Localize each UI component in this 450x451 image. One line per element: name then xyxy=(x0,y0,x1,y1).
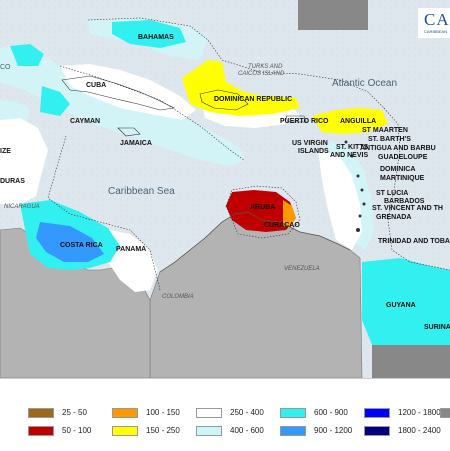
legend-swatch xyxy=(440,408,450,418)
hispaniola-outline xyxy=(199,89,249,111)
label-trinidad: TRINIDAD AND TOBA xyxy=(378,238,450,245)
map-canvas: BAHAMAS CUBA CAYMAN JAMAICA TURKS AND CA… xyxy=(0,0,450,378)
legend-swatch xyxy=(280,426,306,436)
label-jamaica: JAMAICA xyxy=(120,140,152,147)
dotted-boundary-north xyxy=(87,17,385,109)
logo-text: CA xyxy=(424,10,450,29)
jamaica-outline xyxy=(117,127,141,137)
label-co-partial: CO xyxy=(0,64,11,71)
dark-gray-bottom xyxy=(372,345,450,378)
legend-label: 1200 - 1800 xyxy=(398,408,441,417)
zone-white-cuba xyxy=(60,64,196,120)
logo-subtext: CARIBBEAN xyxy=(424,29,448,34)
label-st-kitts-1: ST. KITTS xyxy=(336,144,369,151)
dotted-boundary-abc xyxy=(225,185,301,239)
legend: 25 - 50 50 - 100 100 - 150 150 - 250 250 - 4… xyxy=(0,378,450,451)
legend-swatch xyxy=(280,408,306,418)
zone-cyan-gulf xyxy=(10,44,44,66)
label-nicaragua: NICARAGUA xyxy=(4,204,40,210)
zone-cyan-guyana xyxy=(362,258,450,345)
label-usvi-2: ISLANDS xyxy=(298,148,329,155)
label-turks: TURKS AND xyxy=(248,64,283,70)
label-honduras: DURAS xyxy=(0,178,25,185)
island-dot xyxy=(362,202,366,206)
zone-white-central xyxy=(0,118,48,206)
zone-white-lesser xyxy=(318,150,362,250)
label-caicos: CAICOS ISLAND xyxy=(238,71,285,77)
legend-label: 150 - 250 xyxy=(146,426,180,435)
zone-yellow-virgin xyxy=(312,108,388,134)
island-dot xyxy=(360,188,364,192)
legend-swatch xyxy=(28,408,54,418)
legend-swatch xyxy=(28,426,54,436)
legend-swatch xyxy=(364,408,390,418)
legend-label: 25 - 50 xyxy=(62,408,87,417)
zone-cyan-cuba xyxy=(40,86,70,116)
legend-label: 1800 - 2400 xyxy=(398,426,441,435)
label-dominica: DOMINICA xyxy=(380,166,416,173)
label-antigua: ANTIGUA AND BARBU xyxy=(360,145,436,152)
island-dot xyxy=(356,228,360,232)
zone-cyan-bahamas xyxy=(112,20,186,48)
label-st-lucia: ST LUCIA xyxy=(376,190,409,197)
logo: CA CARIBBEAN xyxy=(418,8,450,38)
legend-swatch xyxy=(196,408,222,418)
legend-label: 50 - 100 xyxy=(62,426,92,435)
island-dot xyxy=(358,214,362,218)
label-atlantic-ocean: Atlantic Ocean xyxy=(332,78,398,89)
label-puerto-rico: PUERTO RICO xyxy=(280,118,329,125)
label-curacao: CURAÇAO xyxy=(264,222,300,229)
label-st-maarten: ST MAARTEN xyxy=(362,127,408,134)
label-panama: PANAMA xyxy=(116,246,147,253)
legend-label: 250 - 400 xyxy=(230,408,264,417)
cuba-outline xyxy=(61,75,175,111)
label-belize: IZE xyxy=(0,148,11,155)
label-dominican: DOMINICAN REPUBLIC xyxy=(214,96,293,103)
legend-swatch xyxy=(364,426,390,436)
coastline-sa xyxy=(159,211,351,273)
legend-label: 600 - 900 xyxy=(314,408,348,417)
island-dot xyxy=(350,154,354,158)
puerto-rico-outline xyxy=(285,115,307,123)
label-venezuela: VENEZUELA xyxy=(284,266,320,272)
label-st-barths: ST. BARTH'S xyxy=(368,136,411,143)
legend-label: 900 - 1200 xyxy=(314,426,353,435)
label-guyana: GUYANA xyxy=(386,302,416,309)
map-svg xyxy=(0,0,450,378)
dotted-boundary-south xyxy=(47,135,161,291)
label-cayman: CAYMAN xyxy=(70,118,101,125)
island-dot xyxy=(344,140,348,144)
legend-label: 400 - 600 xyxy=(230,426,264,435)
label-cuba: CUBA xyxy=(86,82,107,89)
label-aruba: ARUBA xyxy=(250,204,276,211)
zone-orange-curacao xyxy=(283,200,296,228)
label-guadeloupe: GUADELOUPE xyxy=(378,154,428,161)
legend-label: 100 - 150 xyxy=(146,408,180,417)
label-suriname: SURINA xyxy=(424,324,450,331)
island-dot xyxy=(356,174,360,178)
label-barbados: BARBADOS xyxy=(384,198,425,205)
label-usvi-1: US VIRGIN xyxy=(292,140,328,147)
label-colombia: COLOMBIA xyxy=(162,294,194,300)
dark-gray-top xyxy=(298,0,368,30)
dotted-boundary-cuba xyxy=(59,65,245,161)
zone-blue-costarica xyxy=(36,222,104,262)
label-martinique: MARTINIQUE xyxy=(380,175,425,182)
zone-yellow-hispaniola xyxy=(182,60,300,116)
label-anguilla: ANGUILLA xyxy=(340,118,377,125)
label-bahamas: BAHAMAS xyxy=(138,34,174,41)
label-costa-rica: COSTA RICA xyxy=(60,242,103,249)
legend-swatch xyxy=(112,426,138,436)
label-st-vincent: ST. VINCENT AND TH xyxy=(372,205,443,212)
dotted-boundary-east xyxy=(383,107,450,271)
legend-swatch xyxy=(196,426,222,436)
label-caribbean-sea: Caribbean Sea xyxy=(108,186,175,197)
label-st-kitts-2: AND NEVIS xyxy=(330,152,369,159)
label-grenada: GRENADA xyxy=(376,214,412,221)
legend-swatch xyxy=(112,408,138,418)
